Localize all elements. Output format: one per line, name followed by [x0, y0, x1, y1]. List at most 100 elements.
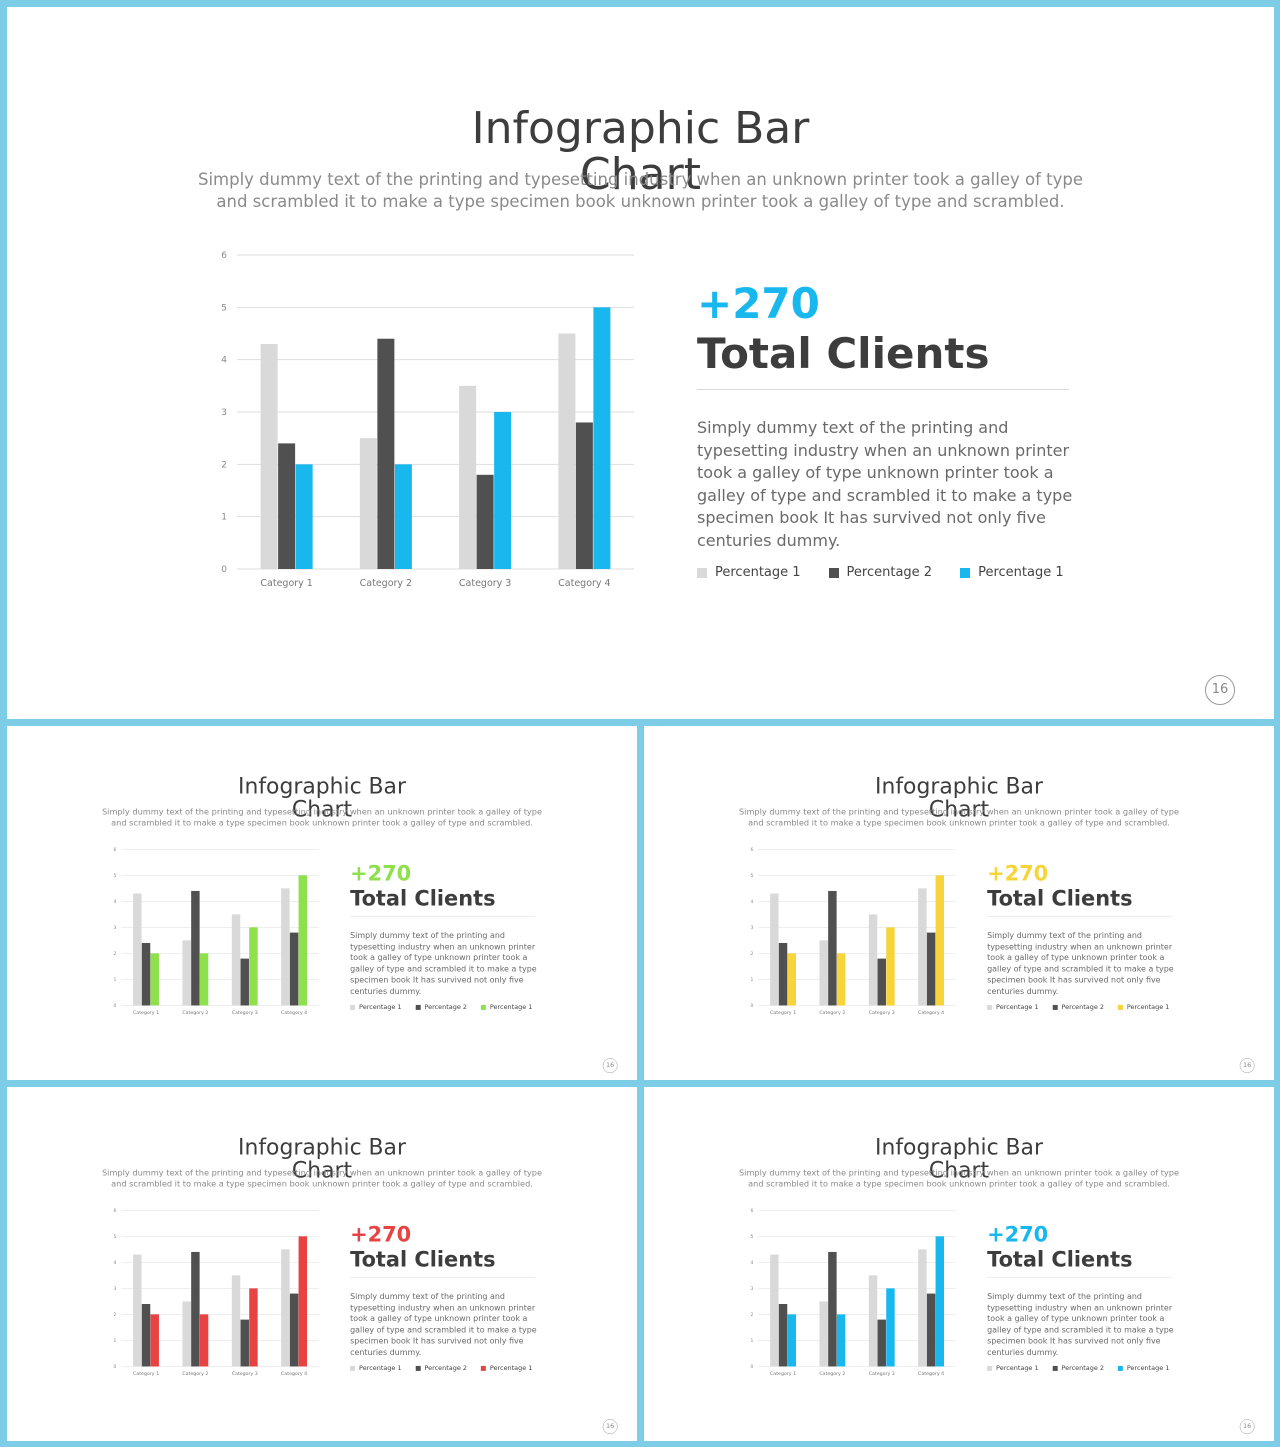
legend: Percentage 1 Percentage 2 Percentage 1 — [350, 1003, 533, 1011]
legend-item: Percentage 1 — [350, 1364, 402, 1372]
bar-3-1 — [787, 953, 796, 1006]
legend-label: Percentage 1 — [996, 1364, 1039, 1372]
title-line-1: Infographic Bar — [238, 773, 406, 800]
bar-3-1 — [150, 953, 159, 1006]
legend-swatch — [828, 567, 839, 578]
bar-3-4 — [935, 1236, 945, 1367]
legend-label: Percentage 1 — [359, 1003, 402, 1011]
legend-label: Percentage 1 — [978, 565, 1064, 580]
big-label: Total Clients — [987, 886, 1133, 911]
legend-swatch — [697, 567, 707, 578]
y-tick-label: 5 — [114, 1234, 117, 1240]
page-number: 16 — [1205, 675, 1235, 705]
legend-swatch — [350, 1365, 356, 1371]
big-label: Total Clients — [350, 886, 496, 911]
slide-title: Infographic Bar Chart — [7, 774, 637, 823]
big-number: +270 — [697, 279, 820, 328]
x-tick-label: Category 4 — [558, 578, 610, 589]
bar-1-4 — [918, 1249, 927, 1367]
bar-3-1 — [787, 1314, 796, 1367]
bar-1-2 — [819, 940, 828, 1006]
legend-swatch — [480, 1365, 486, 1371]
y-tick-label: 2 — [114, 1312, 117, 1318]
y-tick-label: 1 — [221, 513, 227, 523]
y-tick-label: 5 — [751, 1234, 754, 1240]
x-tick-label: Category 4 — [918, 1371, 944, 1377]
y-tick-label: 0 — [114, 1364, 117, 1370]
x-tick-label: Category 3 — [232, 1010, 258, 1016]
slide-1: Infographic Bar Chart Simply dummy text of… — [7, 7, 1274, 719]
legend: Percentage 1 Percentage 2 Percentage 1 — [987, 1003, 1170, 1011]
y-tick-label: 3 — [751, 1286, 754, 1292]
bar-2-4 — [575, 422, 593, 569]
legend-label: Percentage 1 — [489, 1003, 533, 1011]
slide-title: Infographic Bar Chart — [7, 1135, 637, 1184]
legend-swatch — [415, 1365, 421, 1371]
y-tick-label: 6 — [114, 1208, 117, 1214]
bar-chart-svg: 0 1 2 3 4 5 6 Category 1 Category 2 Category 3 Cat… — [751, 847, 956, 1016]
y-tick-label: 0 — [751, 1364, 754, 1370]
legend-item: Percentage 2 — [1052, 1003, 1104, 1011]
y-tick-label: 4 — [114, 1260, 117, 1266]
bar-3-3 — [886, 1288, 895, 1367]
slide-title: Infographic Bar Chart — [644, 1135, 1274, 1184]
slide-content: Infographic Bar Chart Simply dummy text of… — [644, 1087, 1274, 1441]
x-tick-label: Category 1 — [770, 1010, 796, 1016]
bar-2-2 — [828, 890, 837, 1006]
bar-1-1 — [770, 1254, 779, 1367]
title-line-2: Chart — [928, 1157, 990, 1183]
legend-label: Percentage 1 — [715, 565, 801, 580]
y-tick-label: 4 — [114, 899, 117, 905]
big-label: Total Clients — [987, 1247, 1133, 1272]
title-line-2: Chart — [928, 796, 990, 822]
y-tick-label: 2 — [751, 951, 754, 957]
legend-label: Percentage 1 — [1126, 1003, 1170, 1011]
bar-1-3 — [231, 1275, 241, 1367]
y-tick-label: 2 — [751, 1312, 754, 1318]
bar-2-3 — [476, 474, 494, 569]
bar-1-2 — [182, 1301, 191, 1367]
body-text: Simply dummy text of the printing and ty… — [987, 930, 1174, 996]
slide-4: Infographic Bar Chart Simply dummy text of… — [7, 1087, 637, 1441]
bar-3-2 — [836, 1314, 846, 1367]
x-tick-label: Category 1 — [260, 578, 312, 589]
y-tick-label: 1 — [114, 1338, 117, 1344]
x-tick-label: Category 1 — [133, 1010, 159, 1016]
bar-1-3 — [231, 914, 241, 1006]
page-number: 16 — [602, 1058, 618, 1074]
slide-subtitle: Simply dummy text of the printing and ty… — [738, 1168, 1180, 1189]
legend-label: Percentage 2 — [424, 1364, 467, 1372]
bar-2-1 — [778, 1303, 788, 1367]
bar-3-3 — [494, 412, 512, 569]
bar-2-4 — [289, 1293, 299, 1367]
bar-2-1 — [141, 942, 151, 1006]
y-tick-label: 3 — [221, 408, 227, 418]
legend-swatch — [1052, 1004, 1058, 1010]
legend-label: Percentage 2 — [424, 1003, 467, 1011]
page-number: 16 — [602, 1419, 618, 1435]
y-tick-label: 0 — [751, 1003, 754, 1009]
y-tick-label: 3 — [114, 1286, 117, 1292]
page-number: 16 — [1239, 1058, 1255, 1074]
title-line-1: Infographic Bar — [238, 1134, 406, 1161]
bar-1-2 — [182, 940, 191, 1006]
slide-2: Infographic Bar Chart Simply dummy text of… — [7, 726, 637, 1080]
y-tick-label: 2 — [221, 460, 227, 470]
slide-subtitle: Simply dummy text of the printing and ty… — [738, 807, 1180, 828]
bar-2-3 — [877, 1319, 886, 1367]
bar-2-2 — [828, 1251, 837, 1367]
bar-1-1 — [260, 343, 278, 569]
legend-swatch — [1117, 1004, 1123, 1010]
bar-3-1 — [150, 1314, 159, 1367]
x-tick-label: Category 4 — [918, 1010, 944, 1016]
big-label: Total Clients — [697, 329, 990, 378]
big-label: Total Clients — [350, 1247, 496, 1272]
bar-1-2 — [819, 1301, 828, 1367]
x-tick-label: Category 4 — [281, 1371, 307, 1377]
legend-item: Percentage 1 — [350, 1003, 402, 1011]
bar-3-4 — [298, 875, 308, 1006]
bar-chart: 0 1 2 3 4 5 6 Category 1 Category 2 Category 3 Cat… — [741, 1204, 960, 1385]
bar-1-4 — [918, 888, 927, 1006]
legend-label: Percentage 2 — [1061, 1003, 1104, 1011]
slide-subtitle: Simply dummy text of the printing and ty… — [101, 807, 543, 828]
